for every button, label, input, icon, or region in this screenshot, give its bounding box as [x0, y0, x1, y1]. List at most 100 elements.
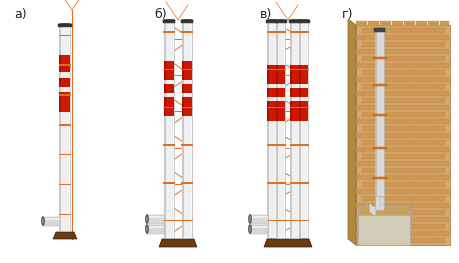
Bar	[367, 119, 378, 124]
Bar	[415, 49, 426, 54]
Bar	[415, 133, 426, 138]
Bar	[355, 25, 449, 245]
Bar	[355, 147, 366, 152]
Bar	[373, 112, 384, 117]
Bar	[59, 92, 70, 112]
Bar	[299, 21, 301, 238]
Bar	[385, 112, 396, 117]
Bar	[397, 238, 408, 243]
Bar	[147, 215, 164, 224]
Bar	[266, 20, 277, 23]
Bar	[439, 77, 448, 82]
Bar	[427, 161, 438, 166]
Bar	[409, 84, 420, 89]
Text: б): б)	[154, 8, 166, 21]
Bar	[355, 119, 366, 124]
Bar	[391, 147, 402, 152]
Ellipse shape	[266, 19, 277, 22]
Bar	[375, 30, 376, 198]
Bar	[59, 55, 70, 72]
Bar	[421, 56, 432, 61]
Bar	[427, 175, 438, 180]
Bar	[397, 28, 408, 33]
Bar	[409, 140, 420, 145]
Bar	[289, 20, 300, 23]
Bar	[379, 231, 390, 236]
Bar	[299, 88, 308, 97]
Bar	[403, 21, 414, 26]
Bar	[276, 65, 278, 84]
Bar	[379, 105, 390, 110]
Bar	[409, 126, 420, 131]
Bar	[403, 203, 414, 208]
Bar	[385, 28, 396, 33]
Bar	[415, 63, 426, 68]
Ellipse shape	[146, 216, 148, 222]
Bar	[299, 88, 301, 97]
Bar	[409, 182, 420, 187]
Bar	[367, 91, 378, 96]
Bar	[275, 69, 285, 70]
Bar	[373, 126, 384, 131]
Bar	[403, 49, 414, 54]
Bar	[275, 31, 285, 33]
Bar	[427, 35, 438, 40]
Bar	[164, 97, 174, 117]
Ellipse shape	[248, 216, 251, 222]
Bar	[409, 112, 420, 117]
Ellipse shape	[374, 28, 385, 32]
Bar	[421, 42, 432, 47]
Bar	[173, 21, 174, 238]
Bar	[367, 175, 378, 180]
Bar	[385, 154, 396, 159]
Bar	[298, 69, 308, 70]
Bar	[415, 231, 426, 236]
Bar	[367, 133, 378, 138]
Bar	[181, 69, 192, 70]
Bar	[374, 28, 385, 32]
Bar	[372, 57, 386, 59]
Bar	[355, 63, 366, 68]
Bar	[397, 70, 408, 75]
Bar	[439, 161, 448, 166]
Bar	[409, 56, 420, 61]
Bar	[403, 231, 414, 236]
Bar	[266, 31, 277, 33]
Bar	[421, 196, 432, 201]
Bar	[163, 31, 174, 33]
Bar	[367, 35, 378, 40]
Bar	[355, 189, 366, 194]
Bar	[397, 182, 408, 187]
Bar	[355, 91, 366, 96]
Bar	[439, 133, 448, 138]
Bar	[409, 28, 420, 33]
Bar	[385, 224, 396, 229]
Bar	[433, 154, 444, 159]
Bar	[409, 168, 420, 173]
Bar	[385, 238, 396, 243]
Bar	[298, 31, 308, 33]
Bar	[385, 42, 396, 47]
Bar	[421, 98, 432, 103]
Bar	[433, 98, 444, 103]
Bar	[289, 220, 300, 221]
Bar	[181, 182, 192, 184]
Bar	[163, 220, 174, 221]
Bar	[373, 224, 384, 229]
Bar	[397, 224, 408, 229]
Bar	[298, 144, 308, 146]
Bar	[69, 25, 70, 231]
Bar	[249, 216, 268, 218]
Bar	[367, 217, 378, 222]
Bar	[397, 126, 408, 131]
Bar	[164, 21, 174, 238]
Bar	[391, 35, 402, 40]
Bar	[375, 30, 384, 198]
Bar	[379, 119, 390, 124]
Polygon shape	[53, 232, 77, 239]
Bar	[361, 154, 372, 159]
Bar	[439, 21, 448, 26]
Bar	[59, 25, 70, 231]
Bar	[379, 147, 390, 152]
Bar	[147, 226, 164, 228]
